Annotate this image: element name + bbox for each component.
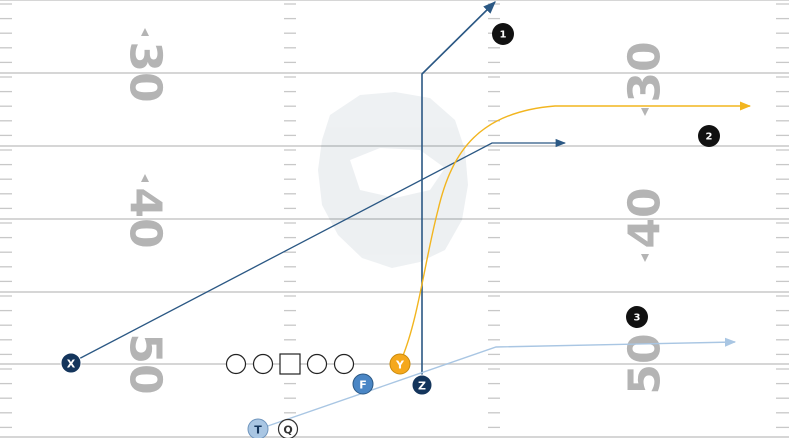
route-badges: 1 2 3 [492,23,720,328]
player-y: Y [389,353,411,375]
hash-marks [0,3,789,429]
route-3-t [261,337,737,429]
player-t-label: T [254,424,262,437]
player-x-label: X [67,358,76,371]
route-badge-1: 1 [492,23,514,45]
offensive-line [225,353,355,375]
routes [70,1,752,429]
player-q: Q [277,418,299,438]
player-t: T [247,418,269,438]
yard-number-right-40: 40 [620,187,671,248]
player-f-label: F [359,379,367,392]
center [279,353,301,375]
lineman-right-guard [306,353,328,375]
player-q-label: Q [283,424,292,437]
route-y [401,101,752,359]
route-badge-3-label: 3 [634,313,641,324]
route-badge-2: 2 [698,125,720,147]
player-x: X [60,352,82,374]
player-z: Z [411,374,433,396]
route-badge-2-label: 2 [706,132,713,143]
direction-arrow-left-40 [141,174,149,182]
yard-number-left-50: 50 [120,333,171,394]
direction-arrow-right-40 [641,254,649,262]
yard-number-right-50: 50 [620,333,671,394]
yard-number-left-30: 30 [120,41,171,102]
route-badge-3: 3 [626,306,648,328]
player-f: F [352,373,374,395]
yard-number-right-30: 30 [620,41,671,102]
lineman-left-tackle [225,353,247,375]
direction-arrow-left-30 [141,28,149,36]
route-badge-1-label: 1 [500,30,507,41]
player-y-label: Y [395,359,405,372]
players: X Y Z F T Q [60,352,433,438]
lineman-right-tackle [333,353,355,375]
yard-number-left-40: 40 [120,187,171,248]
direction-arrow-right-30 [641,108,649,116]
player-z-label: Z [418,380,426,393]
lineman-left-guard [252,353,274,375]
route-2-x [70,138,567,364]
